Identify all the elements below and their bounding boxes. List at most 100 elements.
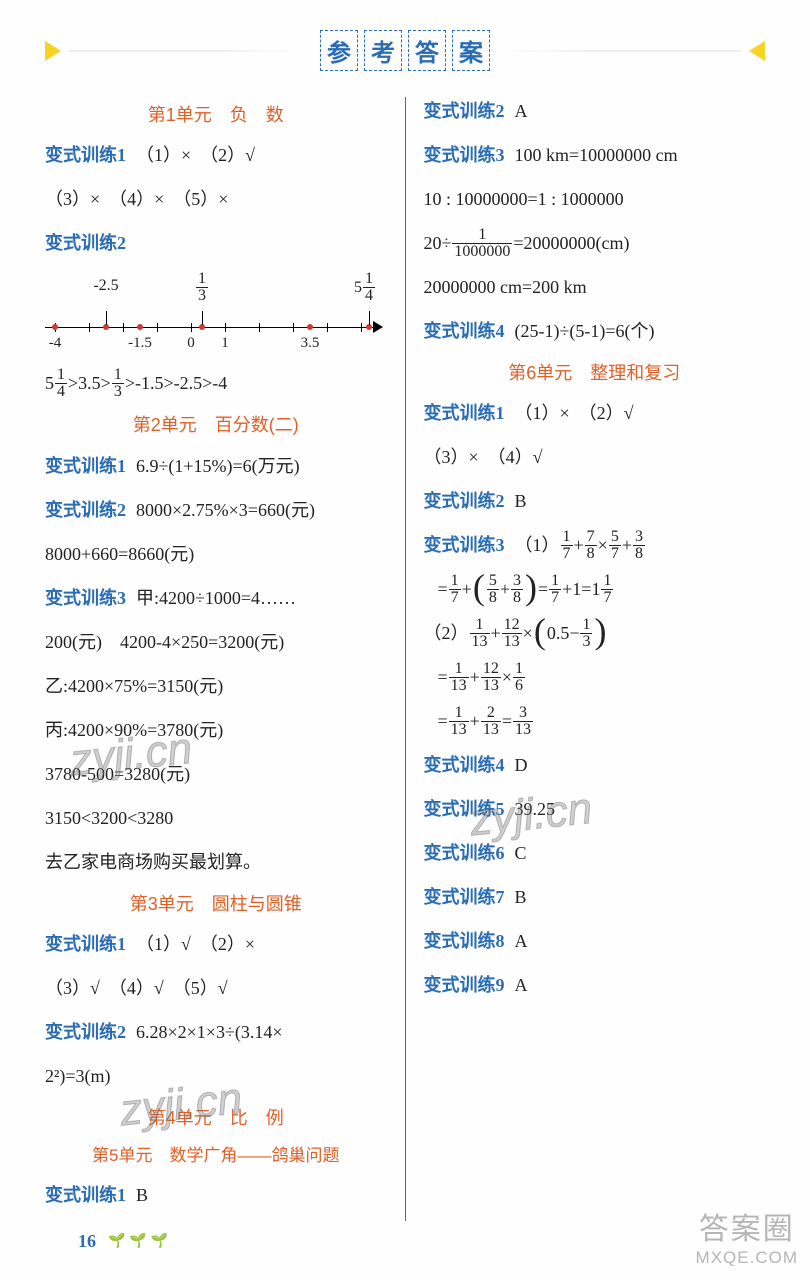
label: 变式训练2	[45, 1014, 126, 1050]
arrow-icon	[373, 321, 383, 333]
u1v1: 变式训练1 （1）× （2）√	[45, 137, 387, 173]
r3: 10 : 10000000=1 : 1000000	[424, 181, 766, 217]
paren-icon: (	[473, 569, 485, 605]
content-columns: 第1单元 负 数 变式训练1 （1）× （2）√ （3）× （4）× （5）× …	[45, 93, 765, 1221]
u2v3f: 3150<3200<3280	[45, 800, 387, 836]
axis-label: 1	[221, 335, 229, 352]
triangle-right-icon	[749, 41, 765, 61]
u2v2b: 8000+660=8660(元)	[45, 536, 387, 572]
frac: 1213	[481, 661, 501, 694]
u2v3: 变式训练3甲:4200÷1000=4……	[45, 580, 387, 616]
frac: 17	[561, 529, 573, 562]
pointer	[106, 311, 107, 325]
paren-icon: )	[594, 613, 606, 649]
unit5-title: 第5单元 数学广角——鸽巢问题	[45, 1141, 387, 1172]
frac: 313	[513, 705, 533, 738]
label: 变式训练1	[424, 395, 505, 431]
tick	[157, 323, 158, 332]
label: 变式训练9	[424, 967, 505, 1003]
r2: 变式训练3100 km=10000000 cm	[424, 137, 766, 173]
title-char: 参	[320, 30, 358, 71]
unit2-title: 第2单元 百分数(二)	[45, 409, 387, 441]
label: 变式训练6	[424, 835, 505, 871]
u6v4: 变式训练4 D	[424, 747, 766, 783]
axis-label-above: -2.5	[93, 277, 118, 295]
frac: 38	[511, 573, 523, 606]
title-banner: 参 考 答 案	[45, 30, 765, 71]
u1v1b: （3）× （4）× （5）×	[45, 181, 387, 217]
number-line: -4 -1.5 0 1 3.5 -2.5 13 514	[45, 269, 387, 359]
num: 0.5	[547, 615, 570, 651]
answer: 6.9÷(1+15%)=6(万元)	[136, 448, 300, 484]
u3v1b: （3）√ （4）√ （5）√	[45, 970, 387, 1006]
label: 变式训练5	[424, 791, 505, 827]
page-number: 16	[78, 1231, 96, 1252]
frac: 17	[449, 573, 461, 606]
u6v3: 变式训练3 （1） 17+ 78× 57+ 38	[424, 527, 766, 563]
tick	[293, 323, 294, 332]
u6v7: 变式训练7B	[424, 879, 766, 915]
answer: (25-1)÷(5-1)=6(个)	[515, 313, 655, 349]
title-char: 案	[452, 30, 490, 71]
frac: 78	[585, 529, 597, 562]
prefix: （2）	[424, 615, 469, 651]
answer: B	[515, 483, 527, 519]
triangle-left-icon	[45, 41, 61, 61]
u3v1: 变式训练1（1）√ （2）×	[45, 926, 387, 962]
tick	[123, 323, 124, 332]
label: 变式训练3	[45, 580, 126, 616]
source-stamp: 答案圈 MXQE.COM	[696, 1204, 798, 1268]
label: 变式训练2	[424, 483, 505, 519]
r5: 20000000 cm=200 km	[424, 269, 766, 305]
axis-label-above: 514	[354, 271, 376, 304]
u1v2: 变式训练2	[45, 225, 387, 261]
column-divider	[405, 97, 406, 1221]
frac: 1213	[502, 617, 522, 650]
trail-right	[498, 50, 741, 52]
u6v6: 变式训练6C	[424, 835, 766, 871]
u6v1b: （3）× （4）√	[424, 439, 766, 475]
u2v1: 变式训练16.9÷(1+15%)=6(万元)	[45, 448, 387, 484]
label: 变式训练2	[424, 93, 505, 129]
answer: 8000×2.75%×3=660(元)	[136, 492, 315, 528]
frac: 113	[470, 617, 490, 650]
frac: 11000000	[452, 227, 512, 260]
unit3-title: 第3单元 圆柱与圆锥	[45, 888, 387, 920]
frac: 213	[481, 705, 501, 738]
answer: A	[515, 923, 528, 959]
label: 变式训练1	[45, 137, 126, 173]
stamp-title: 答案圈	[696, 1204, 798, 1248]
frac: 57	[609, 529, 621, 562]
dot	[307, 324, 313, 330]
tick	[225, 323, 226, 332]
label: 变式训练1	[45, 926, 126, 962]
axis-label: -4	[49, 335, 62, 352]
r1: 变式训练2A	[424, 93, 766, 129]
answer: （1）× （2）√	[136, 137, 255, 173]
right-column: 变式训练2A 变式训练3100 km=10000000 cm 10 : 1000…	[424, 93, 766, 1221]
u2v3g: 去乙家电商场购买最划算。	[45, 844, 387, 880]
label: 变式训练2	[45, 492, 126, 528]
u2v3e: 3780-500=3280(元)	[45, 756, 387, 792]
frac: 113	[449, 661, 469, 694]
left-column: 第1单元 负 数 变式训练1 （1）× （2）√ （3）× （4）× （5）× …	[45, 93, 387, 1221]
u3v2b: 2²)=3(m)	[45, 1058, 387, 1094]
u6v1: 变式训练1 （1）× （2）√	[424, 395, 766, 431]
u2v3d: 丙:4200×90%=3780(元)	[45, 712, 387, 748]
answer: D	[515, 747, 528, 783]
answer: （1）× （2）√	[515, 395, 634, 431]
eq4: =113+ 213= 313	[424, 703, 766, 739]
eq: =17+ ( 58+ 38 ) =17+1=117	[424, 571, 766, 607]
title-box: 参 考 答 案	[320, 30, 490, 71]
u2v3b: 200(元) 4200-4×250=3200(元)	[45, 624, 387, 660]
frac: 38	[633, 529, 645, 562]
label: 变式训练4	[424, 747, 505, 783]
answer: 100 km=10000000 cm	[515, 137, 678, 173]
u6v8: 变式训练8A	[424, 923, 766, 959]
tick	[89, 323, 90, 332]
text: 20÷	[424, 225, 452, 261]
pointer	[202, 311, 203, 325]
axis-line	[45, 327, 375, 328]
dot	[52, 324, 58, 330]
axis-label-above: 13	[195, 271, 209, 304]
